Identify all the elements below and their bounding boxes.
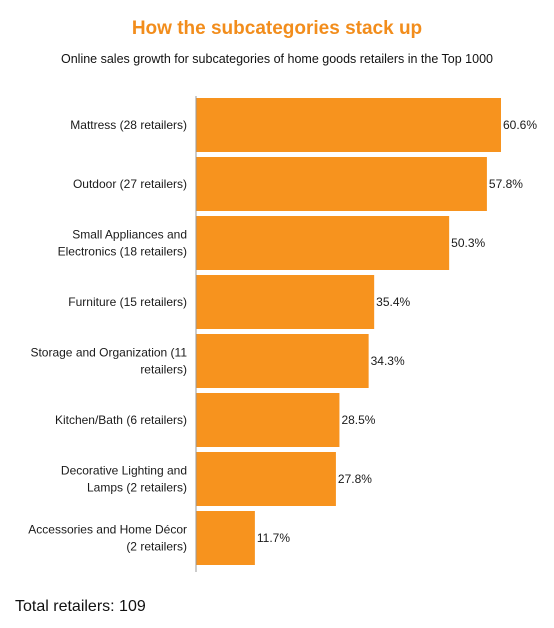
category-label: Outdoor (27 retailers) xyxy=(73,177,187,191)
bar-value-label: 11.7% xyxy=(257,531,290,545)
chart-subtitle: Online sales growth for subcategories of… xyxy=(61,52,493,66)
bar-0 xyxy=(196,98,501,152)
chart-title: How the subcategories stack up xyxy=(131,18,423,39)
bar-1 xyxy=(196,157,487,211)
bar-3 xyxy=(196,275,375,329)
bar-value-label: 57.8% xyxy=(489,177,523,191)
bar-2 xyxy=(196,216,450,270)
bar-value-label: 50.3% xyxy=(451,236,485,250)
bar-4 xyxy=(196,334,369,388)
category-label: Accessories and Home Décor (2 retailers) xyxy=(28,523,187,554)
bar-value-label: 27.8% xyxy=(338,472,372,486)
bar-7 xyxy=(196,511,255,565)
total-retailers-label: Total retailers: 109 xyxy=(15,598,146,615)
bar-value-label: 28.5% xyxy=(341,413,375,427)
bar-5 xyxy=(196,393,340,447)
bar-value-label: 34.3% xyxy=(371,354,405,368)
category-label: Furniture (15 retailers) xyxy=(68,295,187,309)
bar-value-label: 35.4% xyxy=(376,295,410,309)
category-label: Small Appliances and Electronics (18 reta… xyxy=(58,228,187,259)
category-label: Decorative Lighting and Lamps (2 retailer… xyxy=(61,464,187,495)
bar-6 xyxy=(196,452,336,506)
bar-value-label: 60.6% xyxy=(503,118,537,132)
category-label: Storage and Organization (11 retailers) xyxy=(30,346,187,377)
category-label: Kitchen/Bath (6 retailers) xyxy=(55,413,187,427)
category-label: Mattress (28 retailers) xyxy=(70,118,187,132)
